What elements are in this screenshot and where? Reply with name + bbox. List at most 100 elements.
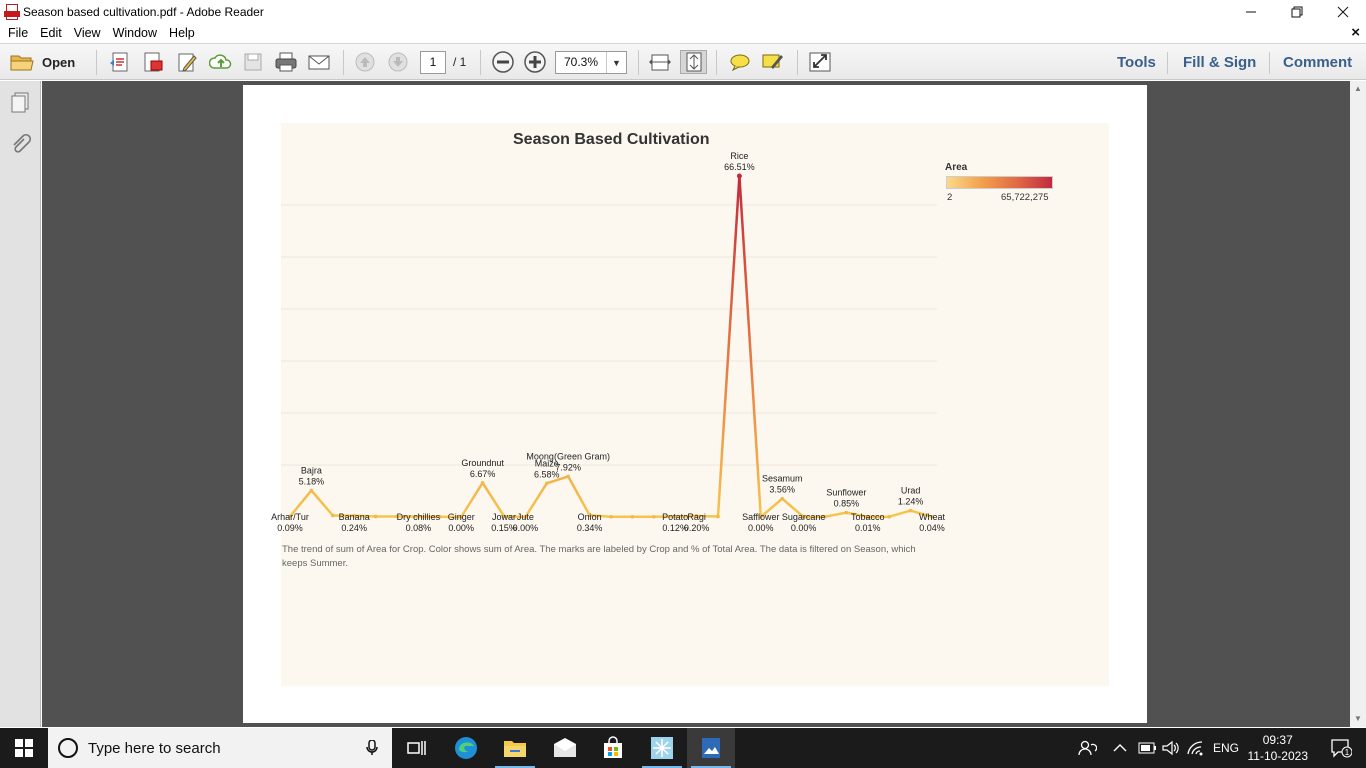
tools-pane-button[interactable]: Tools (1117, 54, 1156, 71)
scroll-down-icon[interactable]: ▼ (1354, 714, 1362, 723)
highlight-button[interactable] (761, 50, 785, 74)
area-trend-line (289, 174, 933, 519)
point-percent-label: 6.58% (534, 469, 560, 479)
point-crop-label: Dry chillies (397, 512, 441, 522)
notification-center-button[interactable]: 1 (1330, 738, 1353, 761)
wifi-icon[interactable] (1186, 728, 1206, 768)
data-point (288, 514, 292, 519)
task-view-button[interactable] (392, 728, 440, 768)
data-point (780, 496, 784, 501)
legend-color-ramp (946, 176, 1053, 189)
start-button[interactable] (0, 728, 48, 768)
system-clock[interactable]: 09:37 11-10-2023 (1248, 732, 1309, 764)
speech-bubble-icon (730, 54, 750, 72)
create-pdf-button[interactable] (109, 50, 131, 74)
menu-edit[interactable]: Edit (40, 26, 62, 40)
search-placeholder: Type here to search (88, 739, 221, 757)
vertical-scrollbar[interactable]: ▲ ▼ (1350, 81, 1366, 727)
snipping-app-button[interactable] (638, 728, 686, 768)
file-explorer-button[interactable] (491, 728, 539, 768)
envelope-icon (308, 55, 330, 70)
edge-browser-button[interactable] (442, 728, 490, 768)
zoom-out-button[interactable] (491, 50, 515, 74)
mail-icon (554, 738, 576, 757)
data-point (566, 474, 570, 479)
zoom-in-button[interactable] (523, 50, 547, 74)
point-crop-label: Safflower (742, 512, 779, 522)
cloud-upload-icon (209, 54, 232, 69)
point-percent-label: 0.04% (919, 523, 945, 533)
fill-sign-pane-button[interactable]: Fill & Sign (1183, 54, 1257, 71)
point-crop-label: Onion (578, 512, 602, 522)
edit-pdf-button[interactable] (176, 50, 198, 74)
data-point (908, 508, 913, 513)
sticky-note-button[interactable] (728, 50, 752, 74)
data-point (736, 173, 742, 179)
data-point (694, 514, 699, 518)
email-button[interactable] (307, 50, 331, 74)
open-button[interactable]: Open (10, 50, 75, 74)
data-point (844, 510, 849, 515)
menu-window[interactable]: Window (112, 26, 158, 40)
mail-button[interactable] (541, 728, 589, 768)
edge-icon (455, 737, 477, 759)
folder-icon (504, 741, 526, 757)
upload-cloud-button[interactable] (209, 50, 233, 74)
export-pdf-button[interactable] (142, 50, 164, 74)
full-screen-button[interactable] (808, 50, 832, 74)
data-point (801, 515, 806, 519)
zoom-select[interactable]: 70.3% ▼ (555, 51, 627, 74)
speaker-icon[interactable] (1161, 728, 1181, 768)
data-point (331, 513, 335, 518)
snowflake-app-icon (651, 737, 673, 759)
point-crop-label: Ragi (687, 512, 706, 522)
point-percent-label: 0.00% (513, 523, 539, 533)
people-icon[interactable] (1077, 728, 1097, 768)
data-point (480, 481, 485, 485)
chevron-up-icon[interactable] (1113, 728, 1127, 768)
fit-page-button[interactable] (680, 50, 707, 74)
point-percent-label: 0.08% (406, 523, 432, 533)
arrow-up-icon (355, 52, 375, 72)
scroll-up-icon[interactable]: ▲ (1354, 84, 1362, 93)
open-label: Open (42, 54, 76, 70)
battery-icon[interactable] (1138, 728, 1158, 768)
save-button[interactable] (243, 50, 263, 74)
close-document-button[interactable]: × (1351, 24, 1360, 41)
data-point (866, 515, 870, 519)
menu-help[interactable]: Help (169, 26, 195, 40)
fit-width-button[interactable] (648, 50, 672, 74)
language-indicator[interactable]: ENG (1213, 741, 1240, 755)
data-point (673, 514, 677, 519)
data-point (887, 514, 891, 519)
data-point (652, 514, 656, 519)
page-thumbnails-icon[interactable] (9, 91, 31, 116)
menu-view[interactable]: View (73, 26, 101, 40)
point-percent-label: 0.20% (684, 523, 710, 533)
minimize-icon (1246, 11, 1256, 12)
menu-file[interactable]: File (8, 26, 29, 40)
expand-icon (809, 52, 831, 72)
store-button[interactable] (589, 728, 637, 768)
next-page-button[interactable] (387, 50, 409, 74)
previous-page-button[interactable] (354, 50, 376, 74)
restore-button[interactable] (1274, 0, 1320, 23)
data-point (609, 514, 613, 519)
point-crop-label: Moong(Green Gram) (526, 451, 610, 461)
chevron-down-icon[interactable]: ▼ (606, 52, 626, 73)
close-window-button[interactable] (1320, 0, 1366, 23)
data-point (352, 513, 357, 518)
taskbar-search[interactable]: Type here to search (48, 728, 392, 768)
attachments-icon[interactable] (9, 133, 32, 158)
microphone-icon (366, 740, 378, 755)
page-number-input[interactable]: 1 (420, 51, 446, 74)
minimize-button[interactable] (1228, 0, 1274, 23)
data-point (823, 514, 827, 519)
restore-icon (1291, 6, 1303, 17)
point-crop-label: Potato (662, 512, 688, 522)
print-button[interactable] (274, 50, 298, 74)
data-point (373, 514, 378, 519)
photos-app-button[interactable] (687, 728, 735, 768)
comment-pane-button[interactable]: Comment (1283, 54, 1353, 71)
